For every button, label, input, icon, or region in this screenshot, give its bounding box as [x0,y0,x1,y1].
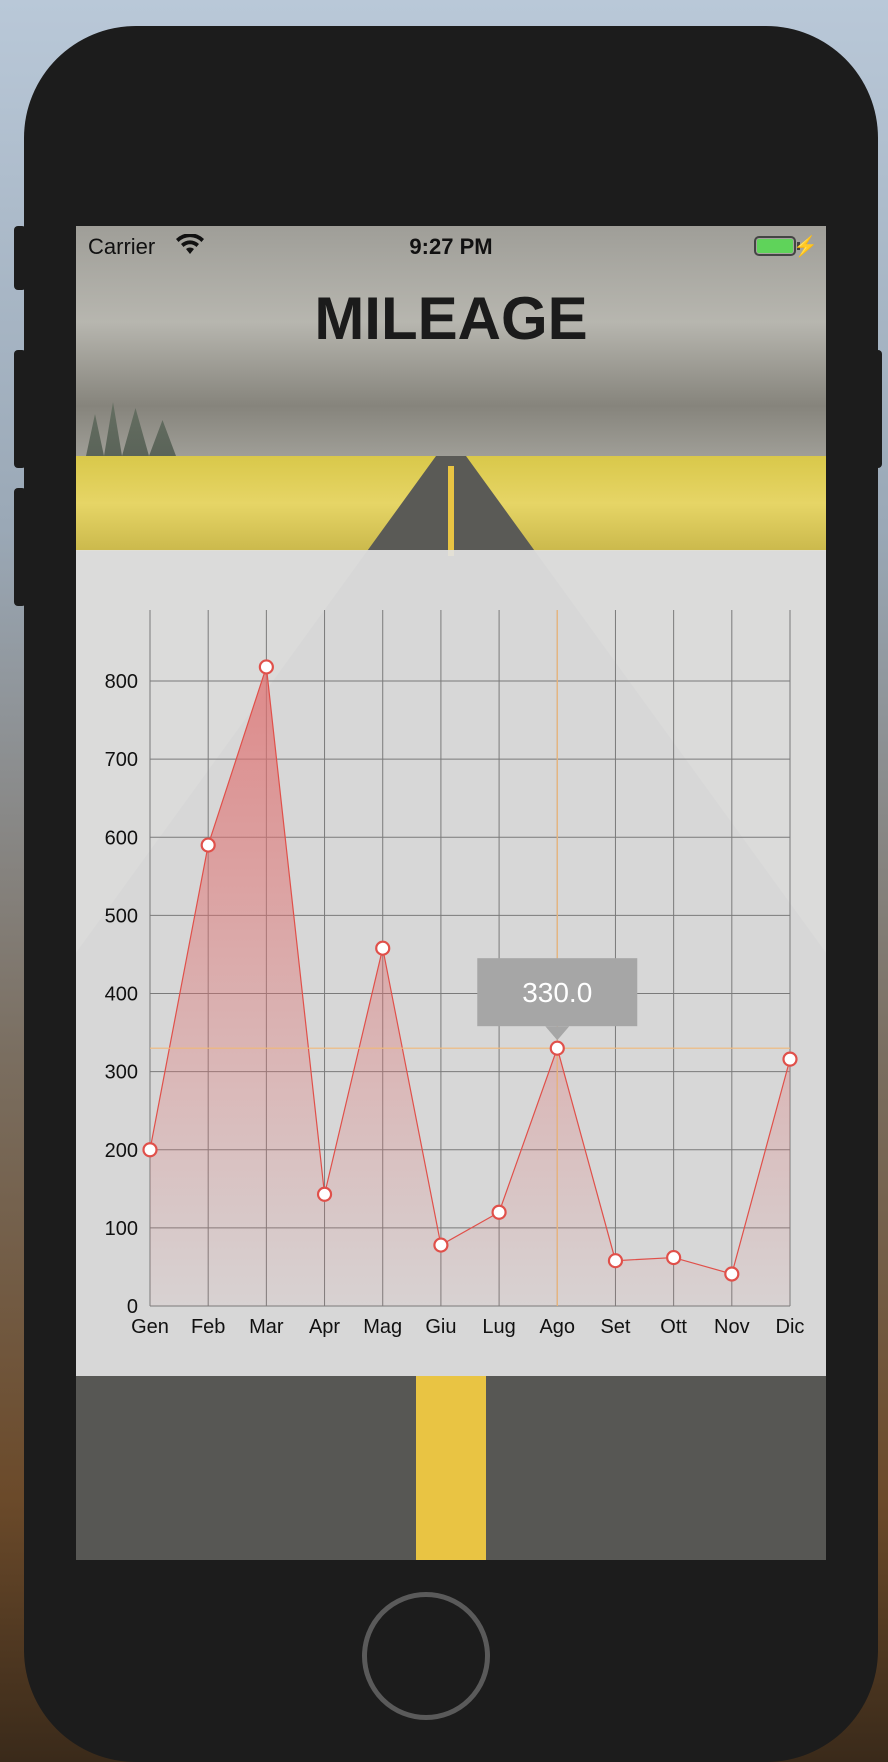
data-point[interactable] [782,1051,798,1067]
silent-switch [14,226,26,290]
x-tick-label: Ago [539,1316,575,1338]
status-bar: Carrier 9:27 PM ⚡ [76,226,826,266]
x-tick-label: Giu [425,1316,456,1338]
x-tick-label: Apr [309,1316,340,1338]
x-tick-label: Nov [714,1316,750,1338]
data-point[interactable] [142,1142,158,1158]
x-tick-label: Feb [191,1316,225,1338]
volume-up-button [14,350,26,468]
data-point[interactable] [491,1204,507,1220]
data-point[interactable] [433,1237,449,1253]
data-point[interactable] [375,940,391,956]
data-point[interactable] [607,1253,624,1269]
x-tick-label: Ott [660,1316,687,1338]
y-tick-label: 300 [105,1062,138,1084]
x-tick-label: Gen [131,1316,169,1338]
x-tick-label: Dic [776,1316,805,1338]
x-tick-label: Mag [363,1316,402,1338]
y-tick-label: 600 [105,827,138,849]
mileage-chart[interactable]: 0 100 200 300 400 500 600 700 800 Gen Feb Mar Apr Mag… [76,550,826,1376]
clock: 9:27 PM [409,234,493,259]
road-center-line-bottom [416,1376,486,1560]
y-tick-label: 400 [105,984,138,1006]
data-point[interactable] [258,659,274,675]
data-point[interactable] [549,1040,565,1056]
x-tick-label: Mar [249,1316,284,1338]
x-tick-label: Set [600,1316,630,1338]
data-point[interactable] [724,1266,740,1282]
battery-tip [797,242,800,250]
tooltip-arrow [545,1026,570,1041]
charging-icon: ⚡ [793,236,818,258]
data-point[interactable] [666,1249,682,1266]
y-tick-label: 0 [127,1296,138,1318]
road-center-line [448,466,454,556]
y-tick-label: 100 [105,1218,138,1240]
series-line [149,666,791,1275]
battery-icon [754,236,796,256]
app-screen: Carrier 9:27 PM ⚡ MILEAGE 0 100 200 300 400 5… [76,226,826,1560]
home-button[interactable] [362,1592,490,1720]
data-point[interactable] [200,837,216,853]
y-tick-label: 500 [105,905,138,927]
y-tick-label: 200 [105,1140,138,1162]
wifi-icon [176,233,204,262]
series-area [150,666,790,1306]
tooltip-value: 330.0 [522,977,592,1008]
data-point[interactable] [316,1186,333,1202]
y-tick-label: 700 [105,749,138,771]
x-tick-label: Lug [482,1316,515,1338]
tooltip-box [477,958,638,1027]
carrier-label: Carrier [88,234,156,259]
volume-down-button [14,488,26,606]
page-title: MILEAGE [314,285,588,352]
background-sky [76,226,826,466]
y-tick-label: 800 [105,671,138,693]
phone-frame: Carrier 9:27 PM ⚡ MILEAGE 0 100 200 300 400 5… [24,26,878,1762]
